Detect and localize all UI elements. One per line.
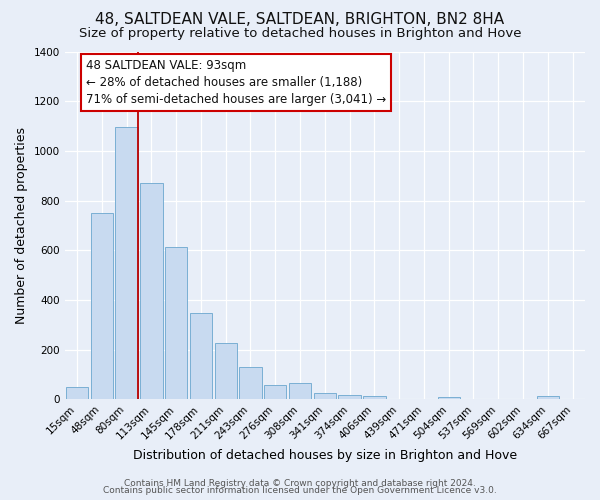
Bar xyxy=(91,213,113,400)
Bar xyxy=(289,382,311,400)
Bar xyxy=(437,397,460,400)
Bar xyxy=(264,384,286,400)
X-axis label: Distribution of detached houses by size in Brighton and Hove: Distribution of detached houses by size … xyxy=(133,450,517,462)
Text: Contains public sector information licensed under the Open Government Licence v3: Contains public sector information licen… xyxy=(103,486,497,495)
Y-axis label: Number of detached properties: Number of detached properties xyxy=(15,127,28,324)
Bar xyxy=(140,183,163,400)
Bar xyxy=(363,396,386,400)
Bar xyxy=(239,367,262,400)
Text: 48, SALTDEAN VALE, SALTDEAN, BRIGHTON, BN2 8HA: 48, SALTDEAN VALE, SALTDEAN, BRIGHTON, B… xyxy=(95,12,505,28)
Bar xyxy=(190,313,212,400)
Bar xyxy=(338,395,361,400)
Bar xyxy=(536,396,559,400)
Bar xyxy=(215,343,237,400)
Text: Contains HM Land Registry data © Crown copyright and database right 2024.: Contains HM Land Registry data © Crown c… xyxy=(124,478,476,488)
Bar xyxy=(314,393,336,400)
Bar xyxy=(66,387,88,400)
Bar xyxy=(115,128,138,400)
Text: Size of property relative to detached houses in Brighton and Hove: Size of property relative to detached ho… xyxy=(79,28,521,40)
Bar xyxy=(165,246,187,400)
Text: 48 SALTDEAN VALE: 93sqm
← 28% of detached houses are smaller (1,188)
71% of semi: 48 SALTDEAN VALE: 93sqm ← 28% of detache… xyxy=(86,59,386,106)
